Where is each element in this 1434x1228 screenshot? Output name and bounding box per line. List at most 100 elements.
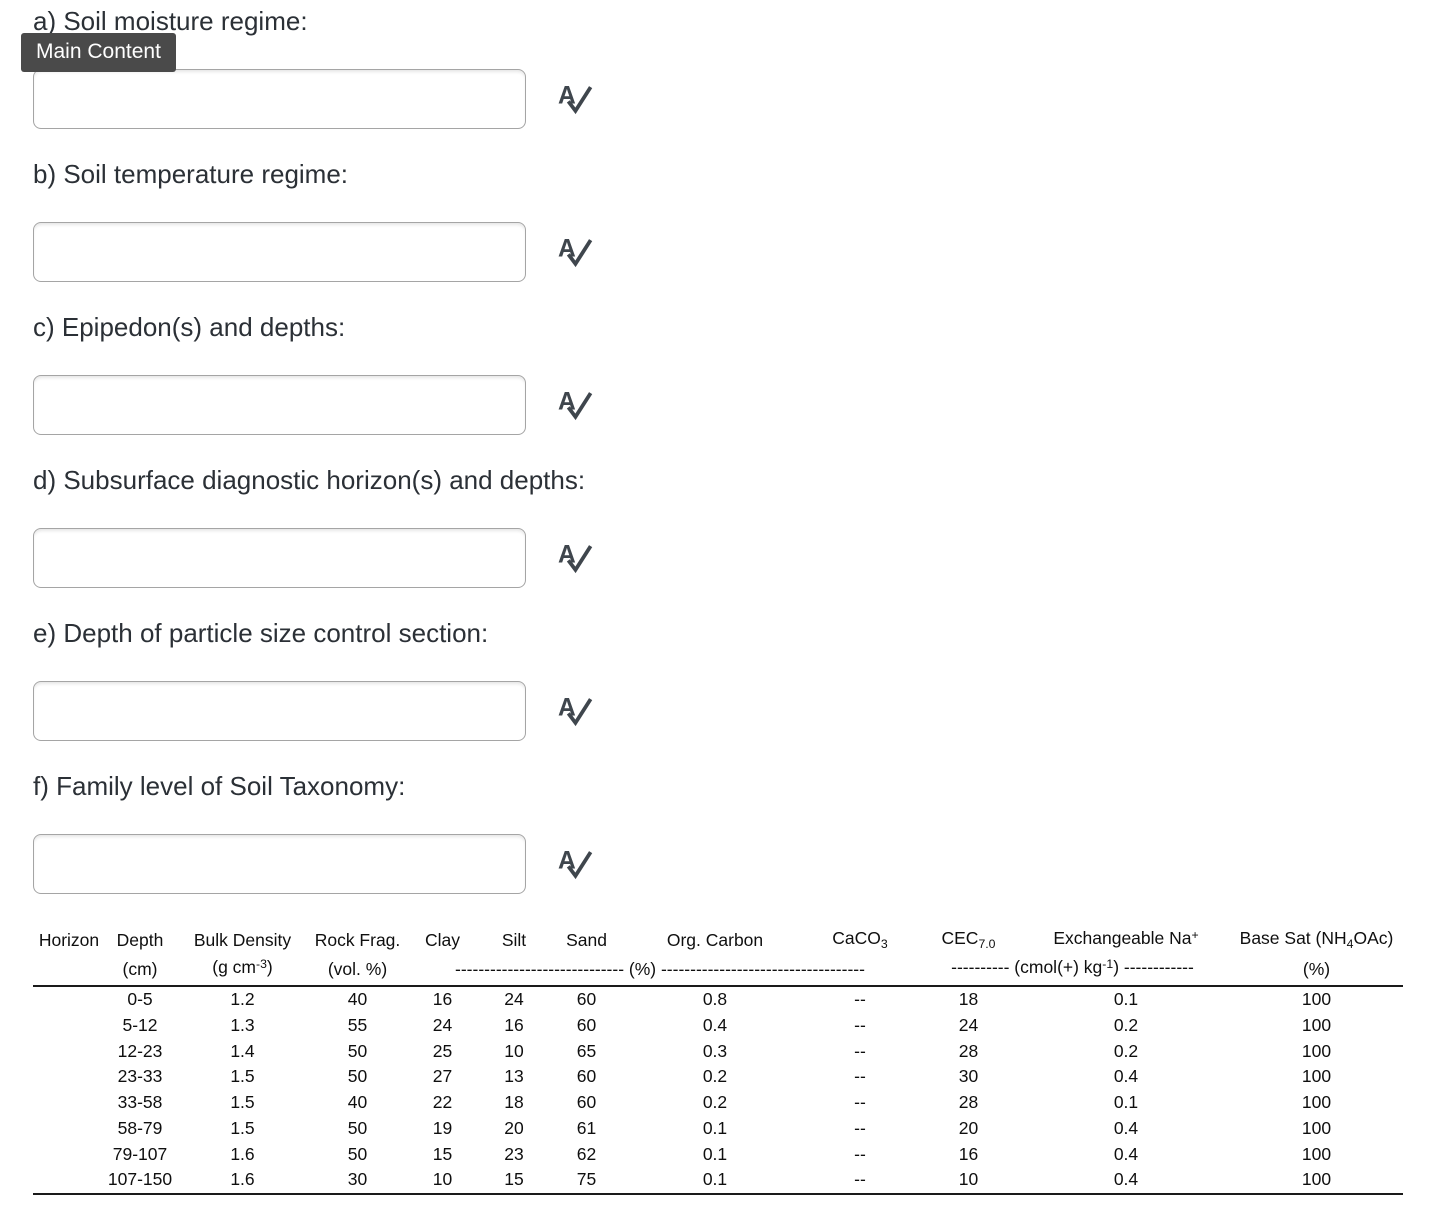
answer-input-a[interactable] (33, 69, 526, 129)
table-cell (33, 1013, 105, 1039)
answer-input-d[interactable] (33, 528, 526, 588)
answer-input-b[interactable] (33, 222, 526, 282)
table-cell: 60 (576, 989, 597, 1009)
table-cell: 0.4 (1113, 1117, 1139, 1138)
table-cell: 16 (432, 989, 453, 1009)
table-cell: 24 (432, 1014, 453, 1035)
table-cell: 10 (405, 1167, 480, 1195)
column-units: (%) (1230, 954, 1403, 987)
table-cell: 27 (432, 1066, 453, 1087)
table-cell (33, 1064, 105, 1090)
table-cell: 30 (310, 1167, 405, 1195)
answer-input-f[interactable] (33, 834, 526, 894)
table-cell: 0.4 (1113, 1066, 1139, 1087)
table-cell: 1.6 (230, 1143, 255, 1164)
table-cell: 75 (548, 1167, 625, 1195)
table-cell: -- (854, 1014, 866, 1035)
table-row: 5-12 1.3 55 24 16 60 0.4 -- 24 0.2 100 (33, 1013, 1403, 1039)
table-cell (33, 986, 105, 1013)
table-cell: 24 (504, 989, 524, 1009)
column-units: ----------------------------- (%) ------… (405, 954, 915, 987)
table-row: 107-150 1.6 30 10 15 75 0.1 -- 10 0.4 100 (33, 1167, 1403, 1195)
table-cell: 1.5 (230, 1117, 255, 1138)
table-cell: 0.1 (1113, 989, 1139, 1009)
answer-input-e[interactable] (33, 681, 526, 741)
table-cell: 20 (504, 1117, 524, 1138)
table-cell: 22 (432, 1092, 453, 1112)
table-cell: 16 (958, 1143, 979, 1164)
column-units: ---------- (cmol(+) kg-1) ------------ (915, 954, 1230, 987)
table-cell (33, 1167, 105, 1195)
table-cell: 0.4 (702, 1014, 728, 1035)
table-cell: -- (854, 1040, 866, 1061)
answer-row-e: A (33, 681, 1434, 741)
table-cell: 0-5 (127, 989, 153, 1009)
table-row: 23-33 1.5 50 27 13 60 0.2 -- 30 0.4 100 (33, 1064, 1403, 1090)
answer-input-c[interactable] (33, 375, 526, 435)
table-cell: 58-79 (117, 1117, 163, 1138)
soil-data-table: Horizon Depth Bulk Density Rock Frag. Clay Si… (33, 925, 1403, 1195)
table-cell: 100 (1301, 1117, 1332, 1138)
spellcheck-icon: A (557, 846, 593, 882)
table-cell: -- (854, 1117, 866, 1138)
table-cell: 24 (958, 1014, 979, 1035)
table-cell: 13 (504, 1066, 524, 1087)
main-content-badge: Main Content (21, 33, 176, 72)
table-cell: 0.1 (702, 1143, 728, 1164)
table-cell: 62 (576, 1143, 597, 1164)
table-cell: 30 (958, 1066, 979, 1087)
column-header: Sand (566, 930, 607, 950)
table-cell: 1.3 (230, 1014, 255, 1035)
column-units: (g cm-3) (175, 954, 310, 987)
question-label-a: a) Soil moisture regime: (33, 6, 308, 36)
table-cell: 20 (958, 1117, 979, 1138)
column-header: Silt (501, 930, 527, 950)
question-label-c: c) Epipedon(s) and depths: (33, 312, 346, 342)
table-row: 33-58 1.5 40 22 18 60 0.2 -- 28 0.1 100 (33, 1090, 1403, 1116)
table-cell: 0.4 (1113, 1143, 1139, 1164)
table-cell: 0.1 (625, 1167, 805, 1195)
table-cell: 100 (1301, 1014, 1332, 1035)
table-cell: 61 (576, 1117, 597, 1138)
table-cell: 0.8 (702, 989, 728, 1009)
column-header: Horizon (38, 930, 100, 950)
table-cell: 100 (1230, 1167, 1403, 1195)
table-cell: -- (854, 1066, 866, 1087)
answer-row-a: A (33, 69, 1434, 129)
soil-data-table-wrap: Horizon Depth Bulk Density Rock Frag. Clay Si… (33, 925, 1434, 1195)
table-cell: 0.3 (702, 1040, 728, 1061)
table-cell: 0.1 (702, 1117, 728, 1138)
question-f: f) Family level of Soil Taxonomy: A (33, 770, 1434, 894)
table-cell: 50 (347, 1117, 368, 1138)
table-cell: 1.5 (230, 1092, 255, 1112)
table-cell: 1.2 (230, 989, 255, 1009)
question-label-d: d) Subsurface diagnostic horizon(s) and … (33, 465, 586, 495)
table-cell: 50 (347, 1143, 368, 1164)
table-cell: 100 (1301, 1066, 1332, 1087)
answer-row-d: A (33, 528, 1434, 588)
column-header: Exchangeable Na+ (1053, 927, 1199, 949)
column-header: Clay (424, 930, 460, 950)
table-cell: 40 (347, 1092, 368, 1112)
table-cell: 0.1 (1113, 1092, 1139, 1112)
table-cell: 19 (432, 1117, 453, 1138)
table-cell: 60 (576, 1014, 597, 1035)
table-cell: 100 (1301, 1092, 1332, 1112)
column-units: (cm) (105, 954, 175, 987)
table-cell: 100 (1301, 1040, 1332, 1061)
table-cell: 50 (347, 1040, 368, 1061)
table-cell: 1.6 (175, 1167, 310, 1195)
table-row: 0-5 1.2 40 16 24 60 0.8 -- 18 0.1 100 (33, 986, 1403, 1013)
table-cell: 25 (432, 1040, 453, 1061)
table-cell: 0.4 (1022, 1167, 1230, 1195)
table-cell: -- (854, 1143, 866, 1164)
column-units: (vol. %) (310, 954, 405, 987)
table-cell: -- (805, 1167, 915, 1195)
spellcheck-icon: A (557, 234, 593, 270)
table-row: 79-107 1.6 50 15 23 62 0.1 -- 16 0.4 100 (33, 1142, 1403, 1168)
table-cell: 60 (576, 1066, 597, 1087)
table-cell: 1.5 (230, 1066, 255, 1087)
table-cell: 28 (958, 1092, 979, 1112)
question-label-b: b) Soil temperature regime: (33, 159, 349, 189)
table-cell: 0.2 (1113, 1014, 1139, 1035)
